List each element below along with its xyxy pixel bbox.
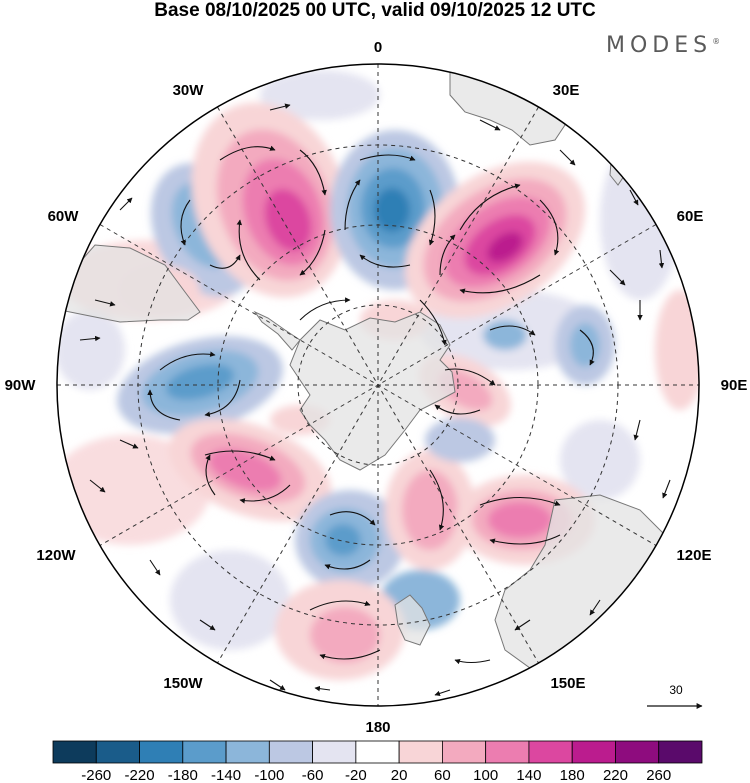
- wind-vectors: [79, 103, 671, 697]
- brand-logo: MODES®: [606, 33, 720, 58]
- brand-name: MODES: [606, 33, 713, 58]
- colorbar-tick-label: -60: [302, 767, 324, 783]
- colorbar-tick-label: -220: [125, 767, 155, 783]
- label-lon-150w: 150W: [163, 675, 203, 692]
- colorbar-swatch: [441, 740, 487, 764]
- antarctic-peninsula: [253, 310, 301, 351]
- label-lon-150e: 150E: [550, 675, 585, 692]
- colorbar-tick-label: -20: [345, 767, 367, 783]
- colorbar-swatch: [95, 740, 140, 764]
- label-lon-30w: 30W: [173, 82, 205, 99]
- label-lon-60w: 60W: [48, 208, 80, 225]
- colorbar-swatch: [355, 740, 400, 764]
- label-lon-30e: 30E: [553, 82, 580, 99]
- colorbar-swatch: [182, 740, 227, 764]
- colorbar-tick-label: -260: [81, 767, 111, 783]
- label-lon-0: 0: [374, 39, 382, 56]
- colorbar-tick-label: 220: [603, 767, 628, 783]
- brand-registered-mark: ®: [712, 37, 721, 46]
- new-zealand: [394, 594, 431, 646]
- colorbar-swatch: [225, 740, 270, 764]
- colorbar-tick-label: 140: [516, 767, 541, 783]
- colorbar-tick-label: -100: [254, 767, 284, 783]
- colorbar-swatch: [139, 740, 184, 764]
- colorbar-tick-label: 20: [391, 767, 408, 783]
- label-lon-90e: 90E: [721, 377, 748, 394]
- colorbar-tick-label: -180: [168, 767, 198, 783]
- colorbar-swatch: [268, 740, 314, 764]
- colorbar-tick-label: 260: [646, 767, 671, 783]
- colorbar-swatch: [528, 740, 573, 764]
- colorbar-swatch: [485, 740, 530, 764]
- colorbar-swatch: [312, 740, 357, 764]
- south-america: [59, 244, 201, 323]
- label-lon-180: 180: [365, 719, 390, 736]
- graticule: [57, 64, 699, 706]
- colorbar-swatch: [571, 740, 616, 764]
- colorbar-swatch: [658, 740, 703, 764]
- colorbar-tick-label: 180: [560, 767, 585, 783]
- colorbar-swatch: [615, 740, 660, 764]
- label-lon-60e: 60E: [677, 208, 704, 225]
- colorbar-tick-label: 60: [434, 767, 451, 783]
- map-title: Base 08/10/2025 00 UTC, valid 09/10/2025…: [154, 0, 596, 21]
- reference-vector: 30: [647, 683, 703, 709]
- label-lon-120e: 120E: [676, 547, 711, 564]
- label-lon-120w: 120W: [36, 547, 76, 564]
- colorbar-tick-label: 100: [473, 767, 498, 783]
- colorbar-swatch: [52, 740, 97, 764]
- reference-vector-value: 30: [669, 683, 683, 697]
- map-boundary: [56, 63, 700, 707]
- colorbar: -260 -220 -180 -140 -100 -60 -20 20 60 100 140 180 2…: [52, 740, 703, 783]
- colorbar-tick-label: -140: [211, 767, 241, 783]
- label-lon-90w: 90W: [5, 377, 37, 394]
- colorbar-swatch: [398, 740, 443, 764]
